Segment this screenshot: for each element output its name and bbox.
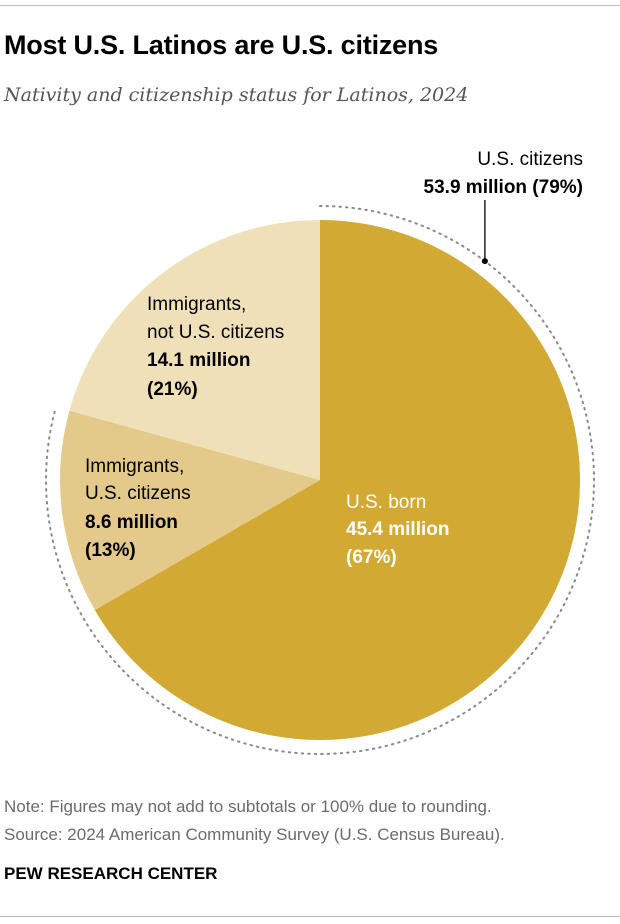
pie-slice-imm-citizens bbox=[59, 410, 320, 610]
slice-percent-imm-noncitizens: (21%) bbox=[147, 379, 198, 400]
slice-value-us-born: 45.4 million bbox=[346, 519, 449, 540]
pie-slices bbox=[59, 220, 580, 740]
slice-label-imm-citizens-line1: Immigrants, bbox=[85, 456, 184, 477]
chart-title: Most U.S. Latinos are U.S. citizens bbox=[4, 30, 439, 60]
footnote: Note: Figures may not add to subtotals o… bbox=[4, 797, 492, 816]
slice-label-imm-citizens-line2: U.S. citizens bbox=[85, 483, 191, 504]
citizens-bracket-arc bbox=[45, 205, 595, 755]
pie-slice-imm-noncitizens bbox=[69, 220, 320, 480]
slice-percent-imm-citizens: (13%) bbox=[85, 540, 136, 561]
slice-label-imm-noncitizens-line1: Immigrants, bbox=[147, 294, 246, 315]
source-note: Source: 2024 American Community Survey (… bbox=[4, 825, 505, 844]
citizens-group-label: U.S. citizens bbox=[477, 149, 583, 170]
citizens-leader-dot bbox=[481, 258, 488, 265]
pie-chart: U.S. citizens 53.9 million (79%) U.S. bo… bbox=[45, 149, 595, 755]
brand-label: PEW RESEARCH CENTER bbox=[4, 864, 218, 883]
chart-subtitle: Nativity and citizenship status for Lati… bbox=[4, 84, 469, 106]
citizens-group-value: 53.9 million (79%) bbox=[424, 177, 583, 198]
slice-percent-us-born: (67%) bbox=[346, 547, 397, 568]
slice-value-imm-citizens: 8.6 million bbox=[85, 512, 178, 533]
pie-slice-us-born bbox=[94, 220, 580, 740]
bottom-rule bbox=[0, 916, 620, 917]
top-rule bbox=[0, 5, 620, 6]
slice-label-us-born: U.S. born bbox=[346, 492, 426, 513]
slice-label-imm-noncitizens-line2: not U.S. citizens bbox=[147, 322, 284, 343]
slice-value-imm-noncitizens: 14.1 million bbox=[147, 350, 250, 371]
